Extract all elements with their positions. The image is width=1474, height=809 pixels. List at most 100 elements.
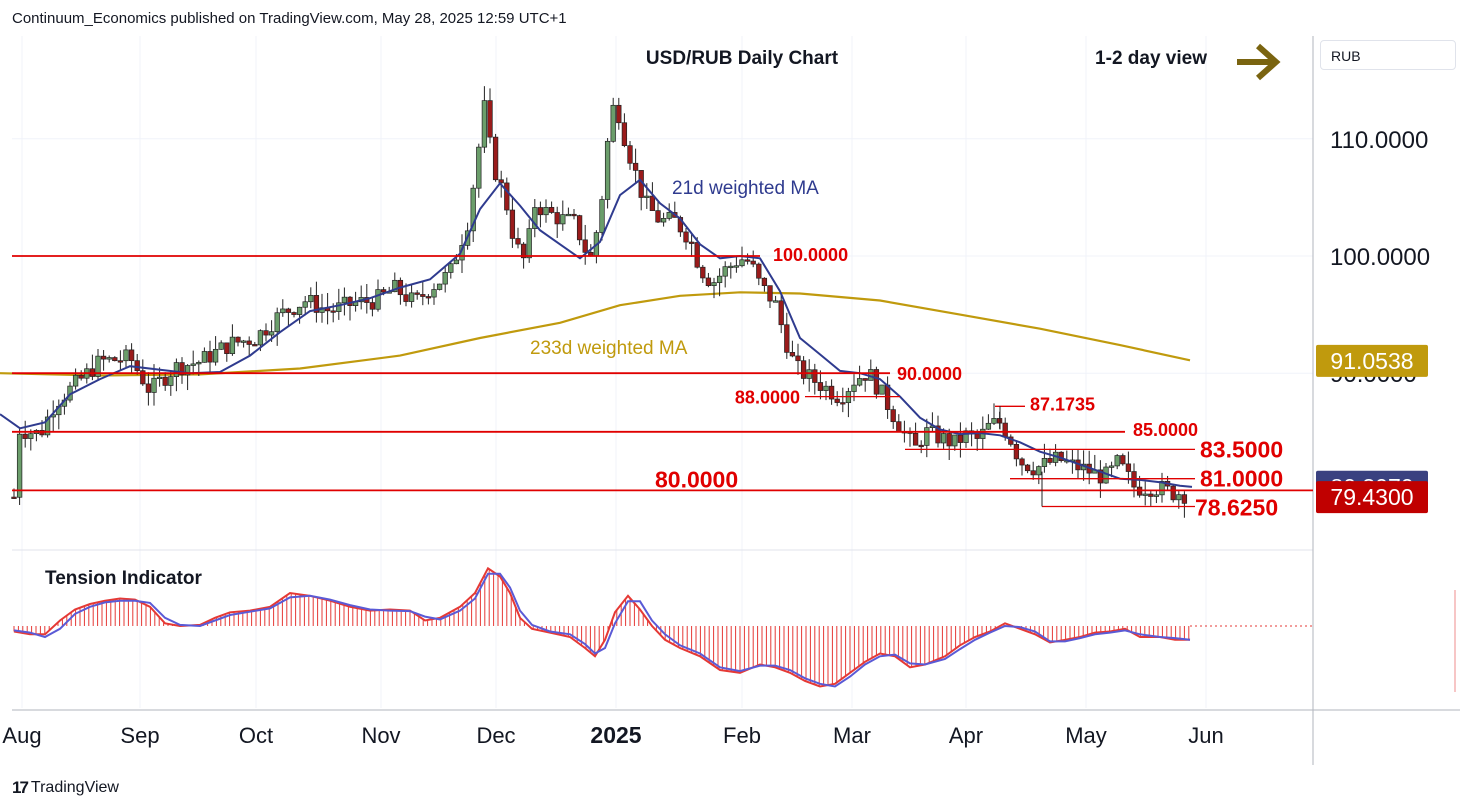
candle-down [1148,493,1154,497]
tradingview-brand[interactable]: 17 TradingView [12,778,119,798]
time-tick-label: Oct [239,723,273,748]
candle-up [940,433,947,444]
candle-up [711,282,717,286]
candle-up [257,330,264,346]
candle-down [890,409,896,423]
candle-up [823,385,829,391]
candle-down [369,302,376,310]
candle-down [252,344,258,347]
candle-down [957,434,964,443]
level-label: 78.6250 [1195,495,1278,521]
candle-up [991,418,997,424]
candle-up [728,265,734,269]
candle-up [123,349,129,362]
candle-down [1181,494,1188,504]
candle-down [487,100,493,138]
candle-down [778,300,784,326]
candle-down [1120,455,1126,465]
candle-up [336,302,342,312]
price-tags: 91.053880.307079.4300 [1316,344,1428,514]
candle-up [772,300,779,303]
candle-up [722,266,728,277]
candle-down [425,296,432,299]
price-tag-label: 79.4300 [1330,484,1413,510]
candle-up [1176,494,1182,501]
candle-up [856,378,863,386]
price-tag: 91.0538 [1316,344,1428,377]
candle-down [235,336,241,343]
candle-up [610,104,616,142]
candle-down [761,277,768,286]
ma-233-line [0,291,1191,377]
candle-up [341,296,348,304]
candle-down [420,294,426,297]
candle-up [168,376,174,386]
candle-down [179,362,185,376]
candle-down [515,238,521,245]
publisher-caption: Continuum_Economics published on Trading… [12,10,567,27]
candle-up [274,312,280,333]
price-tag: 79.4300 [1316,481,1428,514]
price-tag-box [1316,481,1428,514]
candle-down [291,312,297,315]
time-tick-label: Sep [120,723,159,748]
candle-down [1170,485,1176,501]
candle-down [576,215,583,241]
ma-21-line [0,178,1193,488]
candle-up [442,272,448,285]
price-tick-label: 110.0000 [1330,127,1428,154]
currency-selector[interactable]: RUB [1320,40,1456,70]
candle-down [498,179,504,184]
tradingview-name: TradingView [30,779,119,796]
candle-up [1036,466,1042,476]
level-label: 87.1735 [1030,394,1095,414]
candle-up [1159,480,1165,496]
candle-up [280,308,286,314]
candle-down [1002,422,1008,438]
candle-down [347,296,353,306]
candle-down [974,433,980,439]
candle-down [162,376,168,386]
view-label: 1-2 day view [1095,48,1207,69]
candle-down [828,385,835,400]
time-tick-label: Nov [361,723,400,748]
price-tag-box [1316,344,1428,377]
candle-down [380,289,387,293]
candle-up [453,259,460,265]
time-tick-label: Mar [833,723,871,748]
candle-up [733,265,740,268]
candle-up [851,384,857,392]
pane-separators [12,36,1460,765]
candle-up [716,275,723,283]
candle-down [112,357,118,362]
level-label: 80.0000 [655,466,738,492]
candle-down [1019,458,1025,466]
candle-down [688,241,695,244]
candle-down [621,122,628,146]
price-tick-label: 100.0000 [1330,244,1430,271]
candle-up [408,292,415,302]
candle-down [78,374,84,379]
candle-down [862,378,868,381]
candle-down [285,308,292,313]
candle-up [565,213,572,217]
candle-up [481,100,488,148]
ma-233-path [0,291,1191,377]
level-label: 88.0000 [735,388,800,408]
candle-up [476,146,482,189]
candle-up [739,259,745,267]
candle-down [22,433,28,439]
candle-down [554,212,560,225]
time-tick-label: Dec [476,723,515,748]
candle-up [229,336,236,354]
candle-up [190,363,196,366]
candle-up [879,384,885,395]
candle-down [1013,444,1020,460]
candle-up [308,295,314,303]
candle-down [632,162,639,171]
ma-233-label: 233d weighted MA [530,338,688,359]
arrow-right-icon [1237,43,1281,81]
candle-down [548,207,555,213]
candle-up [470,187,476,232]
time-tick-label: May [1065,723,1107,748]
